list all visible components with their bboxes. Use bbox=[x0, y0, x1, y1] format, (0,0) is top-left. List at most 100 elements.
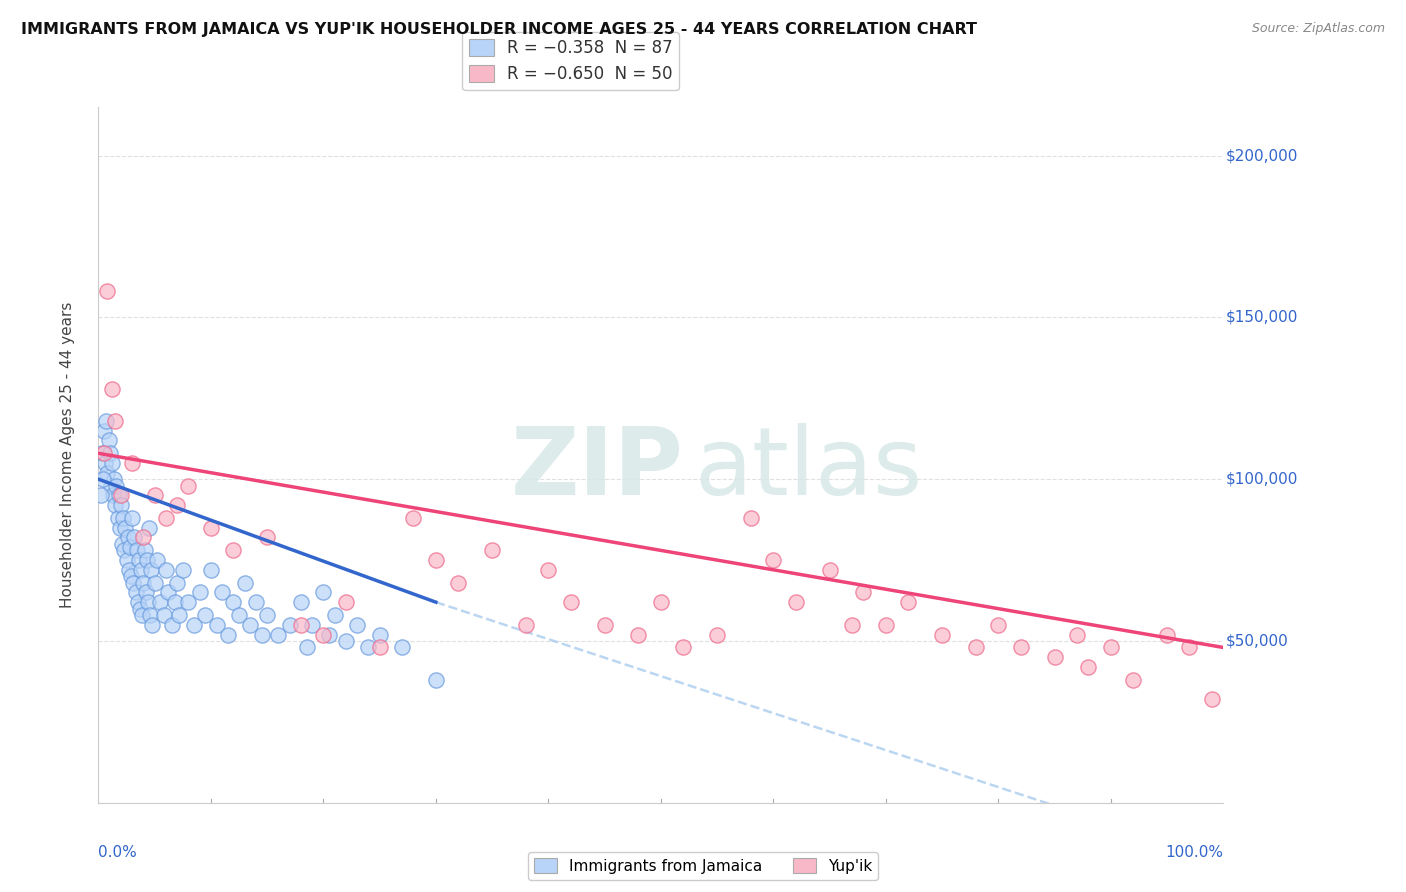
Text: 0.0%: 0.0% bbox=[98, 845, 138, 860]
Point bbox=[402, 511, 425, 525]
Point bbox=[188, 585, 211, 599]
Point bbox=[132, 531, 155, 545]
Point bbox=[1178, 640, 1201, 655]
Point bbox=[425, 673, 447, 687]
Point bbox=[368, 640, 391, 655]
Point bbox=[278, 617, 301, 632]
Point bbox=[335, 634, 357, 648]
Point bbox=[931, 627, 953, 641]
Point bbox=[312, 627, 335, 641]
Point bbox=[346, 617, 368, 632]
Point bbox=[163, 595, 186, 609]
Point bbox=[120, 569, 142, 583]
Point bbox=[200, 563, 222, 577]
Point bbox=[211, 585, 233, 599]
Point bbox=[965, 640, 987, 655]
Point bbox=[256, 531, 278, 545]
Point bbox=[1043, 650, 1066, 665]
Point bbox=[368, 627, 391, 641]
Point bbox=[143, 575, 166, 590]
Point bbox=[131, 608, 153, 623]
Point bbox=[90, 488, 112, 502]
Point bbox=[785, 595, 807, 609]
Point bbox=[110, 498, 132, 512]
Point bbox=[122, 575, 145, 590]
Point bbox=[96, 414, 118, 428]
Point bbox=[127, 595, 149, 609]
Point bbox=[250, 627, 273, 641]
Point bbox=[107, 488, 129, 502]
Point bbox=[200, 521, 222, 535]
Point bbox=[132, 575, 155, 590]
Point bbox=[233, 575, 256, 590]
Text: $100,000: $100,000 bbox=[1226, 472, 1298, 487]
Point bbox=[357, 640, 380, 655]
Point bbox=[121, 511, 143, 525]
Point bbox=[335, 595, 357, 609]
Point bbox=[110, 488, 132, 502]
Legend: R = −0.358  N = 87, R = −0.650  N = 50: R = −0.358 N = 87, R = −0.650 N = 50 bbox=[463, 32, 679, 90]
Point bbox=[129, 563, 152, 577]
Point bbox=[94, 456, 117, 470]
Point bbox=[515, 617, 537, 632]
Point bbox=[295, 640, 318, 655]
Point bbox=[841, 617, 863, 632]
Point bbox=[118, 540, 141, 554]
Point bbox=[183, 617, 205, 632]
Point bbox=[1122, 673, 1144, 687]
Point bbox=[149, 595, 172, 609]
Point bbox=[103, 472, 125, 486]
Point bbox=[107, 511, 129, 525]
Point bbox=[762, 553, 785, 567]
Point bbox=[101, 488, 124, 502]
Point bbox=[425, 553, 447, 567]
Point bbox=[1010, 640, 1032, 655]
Point bbox=[256, 608, 278, 623]
Point bbox=[146, 553, 169, 567]
Point bbox=[222, 543, 245, 558]
Point bbox=[1066, 627, 1088, 641]
Point bbox=[1201, 692, 1223, 706]
Point bbox=[217, 627, 239, 641]
Point bbox=[124, 585, 146, 599]
Point bbox=[447, 575, 470, 590]
Point bbox=[96, 285, 118, 299]
Point bbox=[312, 585, 335, 599]
Point bbox=[672, 640, 695, 655]
Point bbox=[91, 472, 114, 486]
Point bbox=[112, 543, 135, 558]
Point bbox=[138, 521, 160, 535]
Y-axis label: Householder Income Ages 25 - 44 years: Householder Income Ages 25 - 44 years bbox=[60, 301, 75, 608]
Point bbox=[90, 446, 112, 460]
Point bbox=[706, 627, 728, 641]
Point bbox=[391, 640, 413, 655]
Point bbox=[101, 382, 124, 396]
Point bbox=[114, 521, 136, 535]
Point bbox=[135, 585, 157, 599]
Point bbox=[1077, 660, 1099, 674]
Point bbox=[124, 531, 146, 545]
Point bbox=[194, 608, 217, 623]
Point bbox=[239, 617, 262, 632]
Text: atlas: atlas bbox=[695, 423, 922, 515]
Point bbox=[166, 575, 188, 590]
Legend: Immigrants from Jamaica, Yup'ik: Immigrants from Jamaica, Yup'ik bbox=[527, 852, 879, 880]
Point bbox=[121, 456, 143, 470]
Point bbox=[172, 563, 194, 577]
Text: ZIP: ZIP bbox=[510, 423, 683, 515]
Point bbox=[160, 617, 183, 632]
Point bbox=[301, 617, 323, 632]
Point bbox=[177, 595, 200, 609]
Point bbox=[136, 595, 159, 609]
Point bbox=[1099, 640, 1122, 655]
Text: $50,000: $50,000 bbox=[1226, 633, 1288, 648]
Point bbox=[141, 563, 163, 577]
Text: 100.0%: 100.0% bbox=[1166, 845, 1223, 860]
Point bbox=[267, 627, 290, 641]
Point bbox=[117, 531, 139, 545]
Point bbox=[141, 617, 163, 632]
Point bbox=[143, 488, 166, 502]
Point bbox=[101, 456, 124, 470]
Point bbox=[740, 511, 762, 525]
Point bbox=[111, 537, 134, 551]
